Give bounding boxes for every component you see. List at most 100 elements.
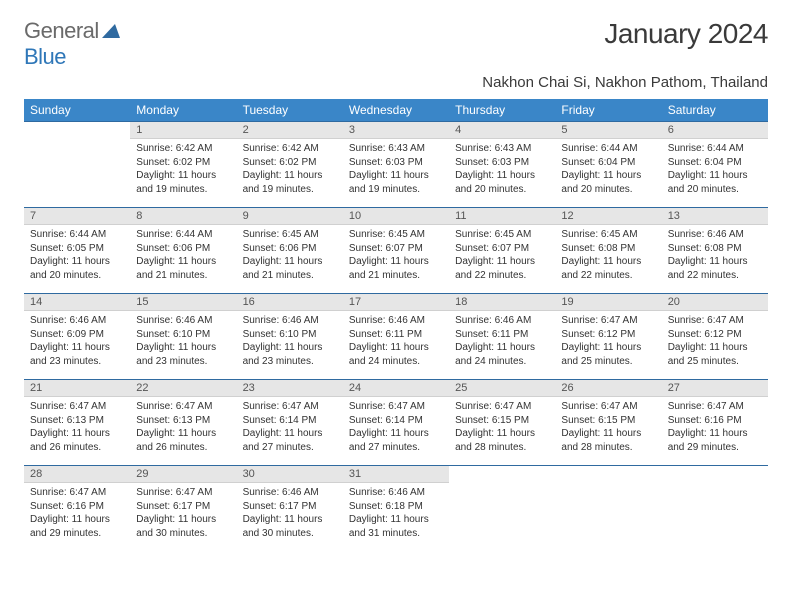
sunset-text: Sunset: 6:14 PM bbox=[243, 414, 337, 428]
calendar-day-cell: 29Sunrise: 6:47 AMSunset: 6:17 PMDayligh… bbox=[130, 466, 236, 552]
day-body: Sunrise: 6:45 AMSunset: 6:06 PMDaylight:… bbox=[237, 225, 343, 286]
location-row: Nakhon Chai Si, Nakhon Pathom, Thailand bbox=[24, 74, 768, 91]
weekday-header: Friday bbox=[555, 99, 661, 122]
day-body: Sunrise: 6:47 AMSunset: 6:17 PMDaylight:… bbox=[130, 483, 236, 544]
calendar-day-cell: 10Sunrise: 6:45 AMSunset: 6:07 PMDayligh… bbox=[343, 208, 449, 294]
calendar-day-cell: 25Sunrise: 6:47 AMSunset: 6:15 PMDayligh… bbox=[449, 380, 555, 466]
day-body bbox=[662, 471, 768, 478]
calendar-day-cell: 27Sunrise: 6:47 AMSunset: 6:16 PMDayligh… bbox=[662, 380, 768, 466]
calendar-day-cell bbox=[662, 466, 768, 552]
calendar-day-cell: 3Sunrise: 6:43 AMSunset: 6:03 PMDaylight… bbox=[343, 122, 449, 208]
sunrise-text: Sunrise: 6:47 AM bbox=[455, 400, 549, 414]
calendar-day-cell: 26Sunrise: 6:47 AMSunset: 6:15 PMDayligh… bbox=[555, 380, 661, 466]
daylight-text: Daylight: 11 hours and 20 minutes. bbox=[561, 169, 655, 196]
sunrise-text: Sunrise: 6:46 AM bbox=[243, 314, 337, 328]
day-body: Sunrise: 6:47 AMSunset: 6:15 PMDaylight:… bbox=[555, 397, 661, 458]
day-body: Sunrise: 6:46 AMSunset: 6:11 PMDaylight:… bbox=[449, 311, 555, 372]
sunrise-text: Sunrise: 6:47 AM bbox=[243, 400, 337, 414]
calendar-day-cell bbox=[24, 122, 130, 208]
day-body: Sunrise: 6:46 AMSunset: 6:17 PMDaylight:… bbox=[237, 483, 343, 544]
sunset-text: Sunset: 6:16 PM bbox=[30, 500, 124, 514]
calendar-day-cell: 4Sunrise: 6:43 AMSunset: 6:03 PMDaylight… bbox=[449, 122, 555, 208]
daylight-text: Daylight: 11 hours and 19 minutes. bbox=[136, 169, 230, 196]
sunset-text: Sunset: 6:10 PM bbox=[136, 328, 230, 342]
day-body: Sunrise: 6:46 AMSunset: 6:11 PMDaylight:… bbox=[343, 311, 449, 372]
day-number: 14 bbox=[24, 294, 130, 311]
daylight-text: Daylight: 11 hours and 31 minutes. bbox=[349, 513, 443, 540]
weekday-header: Thursday bbox=[449, 99, 555, 122]
day-number: 10 bbox=[343, 208, 449, 225]
day-body: Sunrise: 6:45 AMSunset: 6:08 PMDaylight:… bbox=[555, 225, 661, 286]
weekday-row: Sunday Monday Tuesday Wednesday Thursday… bbox=[24, 99, 768, 122]
sunset-text: Sunset: 6:11 PM bbox=[349, 328, 443, 342]
location-text: Nakhon Chai Si, Nakhon Pathom, Thailand bbox=[24, 74, 768, 91]
daylight-text: Daylight: 11 hours and 19 minutes. bbox=[243, 169, 337, 196]
weekday-header: Wednesday bbox=[343, 99, 449, 122]
sunset-text: Sunset: 6:06 PM bbox=[136, 242, 230, 256]
sunrise-text: Sunrise: 6:42 AM bbox=[136, 142, 230, 156]
sunset-text: Sunset: 6:05 PM bbox=[30, 242, 124, 256]
day-body: Sunrise: 6:42 AMSunset: 6:02 PMDaylight:… bbox=[130, 139, 236, 200]
daylight-text: Daylight: 11 hours and 25 minutes. bbox=[561, 341, 655, 368]
brand-part2: Blue bbox=[24, 44, 66, 69]
sunrise-text: Sunrise: 6:47 AM bbox=[30, 486, 124, 500]
calendar-day-cell bbox=[555, 466, 661, 552]
sunrise-text: Sunrise: 6:47 AM bbox=[136, 486, 230, 500]
calendar-day-cell bbox=[449, 466, 555, 552]
sunset-text: Sunset: 6:09 PM bbox=[30, 328, 124, 342]
sunset-text: Sunset: 6:11 PM bbox=[455, 328, 549, 342]
calendar-day-cell: 24Sunrise: 6:47 AMSunset: 6:14 PMDayligh… bbox=[343, 380, 449, 466]
sunrise-text: Sunrise: 6:47 AM bbox=[30, 400, 124, 414]
day-body: Sunrise: 6:42 AMSunset: 6:02 PMDaylight:… bbox=[237, 139, 343, 200]
sunset-text: Sunset: 6:08 PM bbox=[561, 242, 655, 256]
calendar-day-cell: 1Sunrise: 6:42 AMSunset: 6:02 PMDaylight… bbox=[130, 122, 236, 208]
month-title: January 2024 bbox=[604, 18, 768, 50]
daylight-text: Daylight: 11 hours and 27 minutes. bbox=[243, 427, 337, 454]
sunrise-text: Sunrise: 6:46 AM bbox=[349, 314, 443, 328]
daylight-text: Daylight: 11 hours and 23 minutes. bbox=[30, 341, 124, 368]
header-row: GeneralBlue January 2024 bbox=[24, 18, 768, 70]
sunset-text: Sunset: 6:17 PM bbox=[136, 500, 230, 514]
calendar-day-cell: 19Sunrise: 6:47 AMSunset: 6:12 PMDayligh… bbox=[555, 294, 661, 380]
daylight-text: Daylight: 11 hours and 30 minutes. bbox=[243, 513, 337, 540]
sunset-text: Sunset: 6:10 PM bbox=[243, 328, 337, 342]
sunrise-text: Sunrise: 6:47 AM bbox=[561, 314, 655, 328]
day-number: 24 bbox=[343, 380, 449, 397]
daylight-text: Daylight: 11 hours and 26 minutes. bbox=[30, 427, 124, 454]
day-body: Sunrise: 6:46 AMSunset: 6:09 PMDaylight:… bbox=[24, 311, 130, 372]
day-number: 9 bbox=[237, 208, 343, 225]
daylight-text: Daylight: 11 hours and 21 minutes. bbox=[349, 255, 443, 282]
calendar-day-cell: 16Sunrise: 6:46 AMSunset: 6:10 PMDayligh… bbox=[237, 294, 343, 380]
sunset-text: Sunset: 6:14 PM bbox=[349, 414, 443, 428]
day-number: 3 bbox=[343, 122, 449, 139]
calendar-day-cell: 11Sunrise: 6:45 AMSunset: 6:07 PMDayligh… bbox=[449, 208, 555, 294]
sunrise-text: Sunrise: 6:43 AM bbox=[349, 142, 443, 156]
calendar-body: 1Sunrise: 6:42 AMSunset: 6:02 PMDaylight… bbox=[24, 122, 768, 552]
sunset-text: Sunset: 6:02 PM bbox=[243, 156, 337, 170]
sunrise-text: Sunrise: 6:47 AM bbox=[136, 400, 230, 414]
calendar-day-cell: 23Sunrise: 6:47 AMSunset: 6:14 PMDayligh… bbox=[237, 380, 343, 466]
day-number: 25 bbox=[449, 380, 555, 397]
sunset-text: Sunset: 6:07 PM bbox=[349, 242, 443, 256]
day-number: 29 bbox=[130, 466, 236, 483]
sunrise-text: Sunrise: 6:47 AM bbox=[349, 400, 443, 414]
daylight-text: Daylight: 11 hours and 19 minutes. bbox=[349, 169, 443, 196]
brand-part1: General bbox=[24, 18, 99, 43]
day-body: Sunrise: 6:47 AMSunset: 6:14 PMDaylight:… bbox=[343, 397, 449, 458]
daylight-text: Daylight: 11 hours and 27 minutes. bbox=[349, 427, 443, 454]
sunset-text: Sunset: 6:04 PM bbox=[668, 156, 762, 170]
calendar-day-cell: 15Sunrise: 6:46 AMSunset: 6:10 PMDayligh… bbox=[130, 294, 236, 380]
day-body: Sunrise: 6:46 AMSunset: 6:18 PMDaylight:… bbox=[343, 483, 449, 544]
calendar-day-cell: 17Sunrise: 6:46 AMSunset: 6:11 PMDayligh… bbox=[343, 294, 449, 380]
daylight-text: Daylight: 11 hours and 23 minutes. bbox=[136, 341, 230, 368]
sunset-text: Sunset: 6:16 PM bbox=[668, 414, 762, 428]
daylight-text: Daylight: 11 hours and 20 minutes. bbox=[30, 255, 124, 282]
sunrise-text: Sunrise: 6:46 AM bbox=[668, 228, 762, 242]
sunrise-text: Sunrise: 6:46 AM bbox=[30, 314, 124, 328]
sunrise-text: Sunrise: 6:46 AM bbox=[349, 486, 443, 500]
sunrise-text: Sunrise: 6:44 AM bbox=[30, 228, 124, 242]
calendar-week-row: 7Sunrise: 6:44 AMSunset: 6:05 PMDaylight… bbox=[24, 208, 768, 294]
calendar-day-cell: 7Sunrise: 6:44 AMSunset: 6:05 PMDaylight… bbox=[24, 208, 130, 294]
sunrise-text: Sunrise: 6:46 AM bbox=[455, 314, 549, 328]
calendar-day-cell: 31Sunrise: 6:46 AMSunset: 6:18 PMDayligh… bbox=[343, 466, 449, 552]
